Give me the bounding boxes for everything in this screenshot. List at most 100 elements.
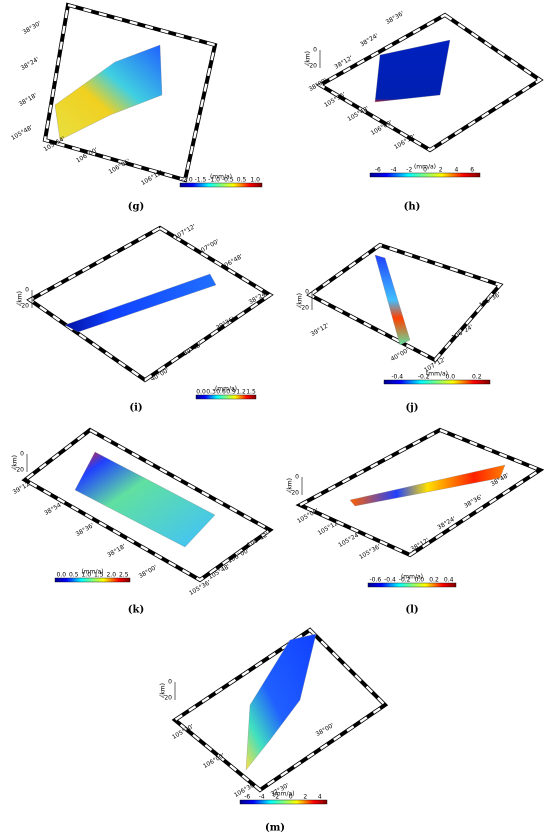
colorbar-tick: 0.3: [206, 389, 216, 396]
depth-tick: 0: [313, 47, 317, 54]
fault-slip: [54, 44, 163, 141]
tick-label: 105°12': [317, 519, 341, 537]
colorbar-tick: 0.5: [69, 572, 79, 579]
tick-label: 39°36': [215, 315, 236, 331]
colorbar-unit: (mm/a): [401, 574, 423, 581]
colorbar-tick: -2: [406, 167, 412, 174]
colorbar-tick: 0.2: [429, 577, 439, 584]
colorbar-unit: (mm/a): [426, 371, 448, 378]
panel-label: (j): [405, 403, 418, 414]
colorbar-tick: -2.0: [181, 177, 193, 184]
tick-label: 38°00': [138, 564, 159, 580]
colorbar-tick: -0.4: [391, 374, 403, 381]
map-frame-dash: [297, 428, 543, 557]
colorbar-tick: -1.5: [195, 177, 207, 184]
tick-label: 38°00': [315, 722, 336, 738]
panel-label: (i): [129, 403, 142, 414]
tick-label: 38°54': [43, 501, 64, 517]
fault-slip: [374, 254, 411, 346]
colorbar-tick: 2: [303, 794, 307, 801]
colorbar-unit: (mm/a): [414, 164, 436, 171]
depth-tick: 0: [20, 451, 24, 458]
map-frame-dash: [43, 3, 217, 182]
panel-label: (l): [405, 605, 418, 616]
colorbar-tick: 0.2: [472, 374, 482, 381]
tick-label: 105°36': [358, 543, 382, 561]
colorbar-tick: 0.0: [196, 389, 206, 396]
depth-tick: 0: [305, 289, 309, 296]
colorbar-unit: (mm/a): [272, 791, 294, 798]
colorbar-tick: -0.2: [399, 577, 411, 584]
colorbar-tick: 1.2: [236, 389, 246, 396]
depth-tick: 0: [168, 679, 172, 686]
tick-label: 107°12': [173, 223, 197, 241]
tick-label: 38°18': [18, 92, 39, 108]
depth-tick: -20: [14, 467, 24, 474]
depth-tick: -20: [307, 63, 317, 70]
tick-label: 38°30': [22, 20, 43, 36]
colorbar-tick: 0.9: [226, 389, 236, 396]
tick-label: 106°12': [246, 531, 270, 549]
colorbar-tick: 0.6: [216, 389, 226, 396]
colorbar-tick: -0.5: [222, 177, 234, 184]
colorbar-tick: 6: [470, 167, 474, 174]
colorbar-tick: 4: [455, 167, 459, 174]
tick-label: 39°48': [182, 341, 203, 357]
colorbar-tick: -0.2: [418, 374, 430, 381]
colorbar-unit: (mm/a): [81, 569, 103, 576]
tick-label: 39°12': [310, 322, 331, 338]
depth-unit: (km): [12, 455, 19, 469]
colorbar-tick: 0: [289, 794, 293, 801]
tick-label: 106°48': [220, 253, 244, 271]
colorbar-tick: -0.6: [369, 577, 381, 584]
depth-tick: 0: [295, 474, 299, 481]
colorbar-tick: -1.0: [208, 177, 220, 184]
colorbar: [383, 379, 491, 385]
colorbar-tick: 0.4: [444, 577, 454, 584]
colorbar-tick: 2: [439, 167, 443, 174]
colorbar-tick: 0.0: [56, 572, 66, 579]
fault-slip: [64, 273, 217, 333]
tick-label: 38°36': [385, 10, 406, 26]
colorbar-tick: -0.4: [384, 577, 396, 584]
tick-label: 38°24': [359, 32, 380, 48]
tick-label: 105°24': [337, 531, 361, 549]
tick-label: 38°24': [20, 56, 41, 72]
colorbar: [369, 172, 481, 178]
colorbar-tick: 1.5: [246, 389, 256, 396]
depth-unit: (km): [17, 291, 24, 305]
map-frame-dash: [172, 628, 387, 792]
colorbar-tick: -4: [259, 794, 265, 801]
depth-tick: -20: [162, 695, 172, 702]
colorbar: [239, 799, 328, 805]
colorbar: [54, 577, 131, 583]
depth-unit: (km): [297, 293, 304, 307]
colorbar-tick: -6: [375, 167, 381, 174]
tick-label: 38°18': [106, 543, 127, 559]
fault-slip: [374, 39, 451, 103]
colorbar-tick: 1.0: [81, 572, 91, 579]
colorbar-tick: 2.5: [119, 572, 129, 579]
panel-label: (g): [128, 202, 144, 213]
colorbar: [195, 394, 257, 400]
tick-label: 39°12': [12, 480, 33, 496]
colorbar-tick: 1.5: [94, 572, 104, 579]
map-frame-dash: [22, 428, 273, 582]
colorbar-tick: 0.5: [237, 177, 247, 184]
tick-label: 107°00': [196, 238, 220, 256]
colorbar-tick: -4: [391, 167, 397, 174]
colorbar-tick: 0.0: [445, 374, 455, 381]
colorbar-tick: 4: [318, 794, 322, 801]
colorbar-tick: 0: [423, 167, 427, 174]
colorbar-tick: 2.0: [106, 572, 116, 579]
colorbar: [179, 182, 263, 188]
map-frame-dash: [307, 243, 503, 362]
depth-unit: (km): [305, 51, 312, 65]
map-frame-dash: [317, 13, 543, 152]
map-frame-dash: [27, 226, 273, 382]
depth-tick: -20: [299, 305, 309, 312]
tick-label: 106°00': [227, 547, 251, 565]
fault-slip: [245, 633, 317, 771]
depth-unit: (km): [287, 478, 294, 492]
